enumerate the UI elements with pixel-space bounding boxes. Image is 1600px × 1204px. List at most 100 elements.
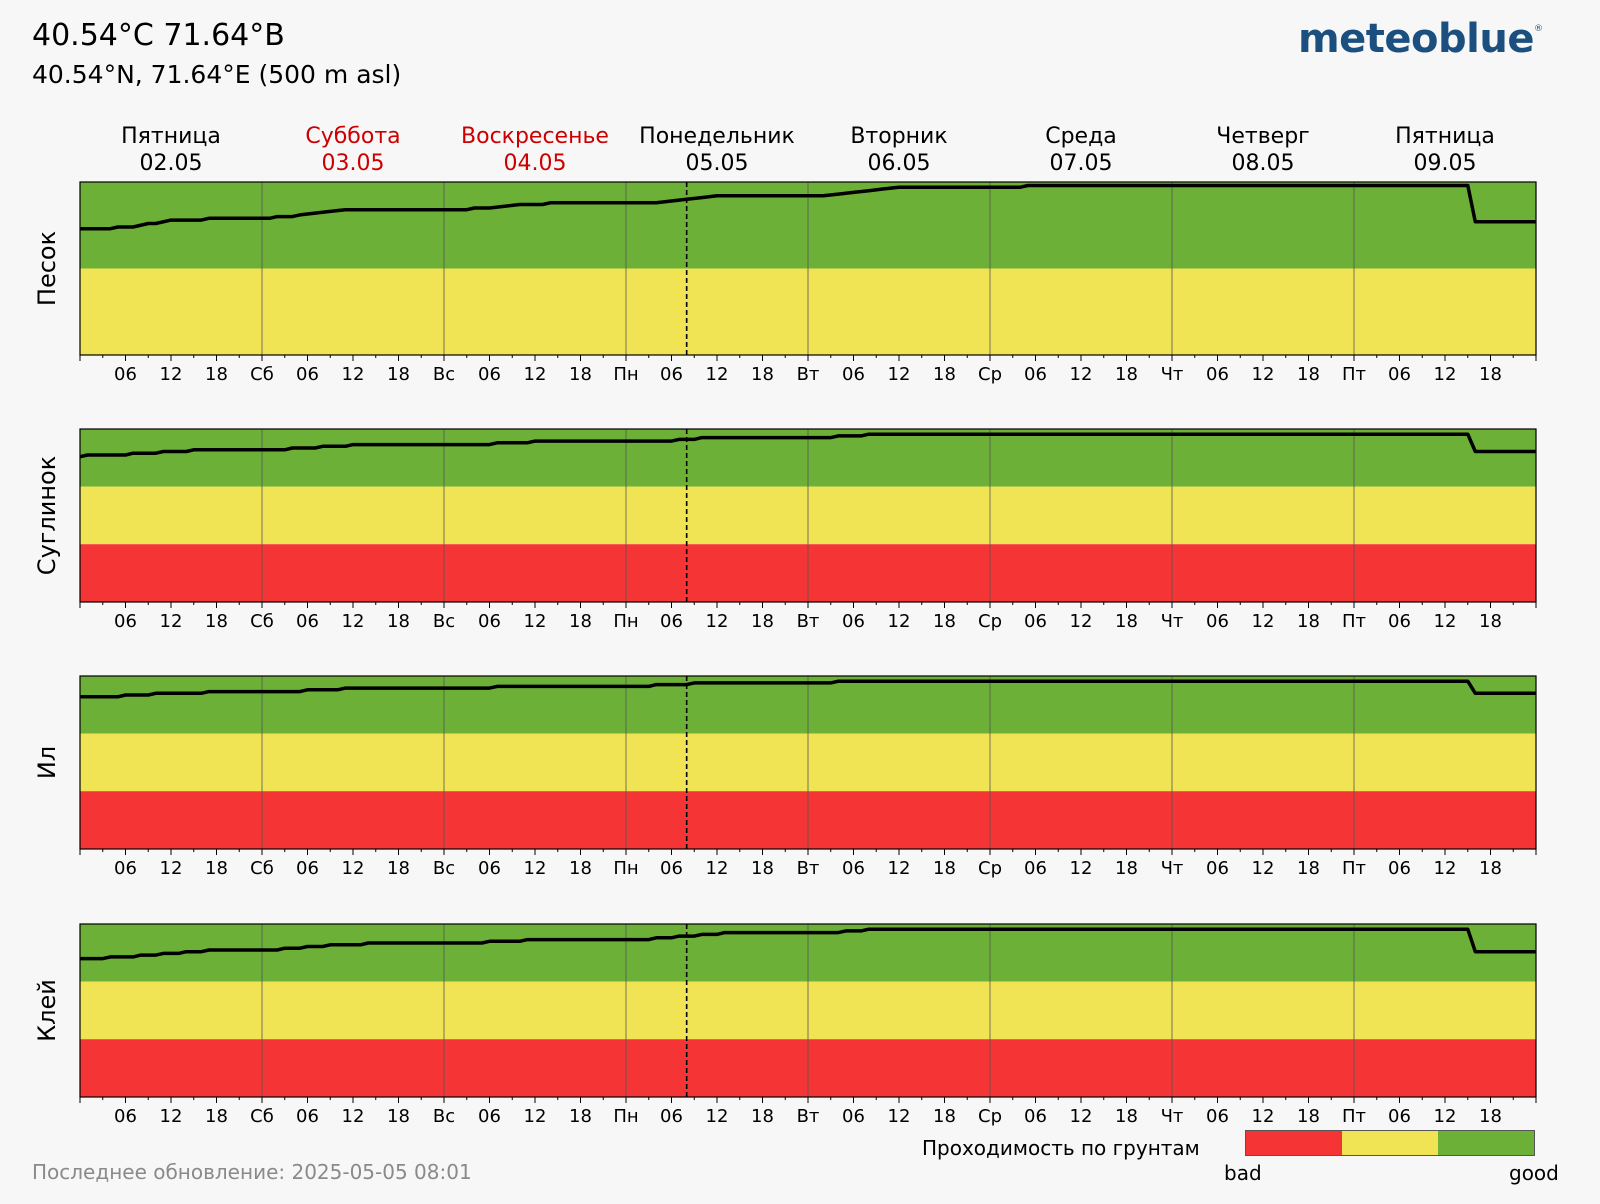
hour-tick-label: 12 — [160, 858, 183, 879]
hour-tick-label: 18 — [933, 364, 956, 385]
hour-tick-label: 12 — [1252, 364, 1275, 385]
trafficability-line — [80, 183, 1536, 231]
hour-tick-label: 18 — [387, 1106, 410, 1127]
day-date-label: 07.05 — [1050, 151, 1113, 176]
hour-tick-label: 12 — [342, 858, 365, 879]
hour-tick-label: 06 — [114, 1106, 137, 1127]
hour-tick-label: 12 — [706, 611, 729, 632]
hour-tick-label: 06 — [842, 364, 865, 385]
hour-tick-label: 18 — [205, 858, 228, 879]
hour-tick-label: 06 — [296, 611, 319, 632]
day-tick-label: Ср — [978, 1106, 1002, 1127]
hour-tick-label: 12 — [706, 364, 729, 385]
hour-tick-label: 12 — [342, 611, 365, 632]
legend-bad-label: bad — [1224, 1161, 1262, 1185]
hour-tick-label: 18 — [1479, 611, 1502, 632]
hour-tick-label: 06 — [660, 611, 683, 632]
hour-tick-label: 06 — [114, 858, 137, 879]
hour-tick-label: 12 — [1434, 364, 1457, 385]
day-tick-label: Ср — [978, 858, 1002, 879]
last-update-text: Последнее обновление: 2025-05-05 08:01 — [32, 1160, 472, 1184]
hour-tick-label: 06 — [660, 1106, 683, 1127]
day-tick-label: Ср — [978, 611, 1002, 632]
hour-tick-label: 12 — [524, 1106, 547, 1127]
hour-tick-label: 18 — [205, 611, 228, 632]
day-name-label: Пятница — [121, 124, 221, 149]
day-name-label: Вторник — [850, 124, 947, 149]
day-tick-label: Вт — [797, 364, 820, 385]
hour-tick-label: 18 — [933, 611, 956, 632]
day-name-label: Суббота — [305, 124, 400, 149]
hour-tick-label: 18 — [569, 1106, 592, 1127]
hour-tick-label: 18 — [569, 858, 592, 879]
hour-tick-label: 06 — [660, 364, 683, 385]
panel-ylabel: Ил — [33, 746, 61, 779]
day-tick-label: Сб — [250, 1106, 274, 1127]
location-subtitle: 40.54°N, 71.64°E (500 m asl) — [32, 60, 402, 89]
hour-tick-label: 18 — [1115, 858, 1138, 879]
hour-tick-label: 18 — [205, 1106, 228, 1127]
hour-tick-label: 06 — [842, 858, 865, 879]
hour-tick-label: 06 — [114, 364, 137, 385]
day-tick-label: Вс — [433, 364, 455, 385]
hour-tick-label: 18 — [751, 858, 774, 879]
hour-tick-label: 18 — [1115, 1106, 1138, 1127]
day-date-label: 09.05 — [1414, 151, 1477, 176]
hour-tick-label: 12 — [1252, 858, 1275, 879]
hour-tick-label: 12 — [1070, 858, 1093, 879]
hour-tick-label: 18 — [1479, 1106, 1502, 1127]
hour-tick-label: 12 — [888, 611, 911, 632]
hour-tick-label: 18 — [933, 858, 956, 879]
hour-tick-label: 18 — [1479, 364, 1502, 385]
hour-tick-label: 12 — [888, 1106, 911, 1127]
day-tick-label: Пт — [1342, 364, 1366, 385]
day-name-label: Четверг — [1216, 124, 1309, 149]
day-name-label: Воскресенье — [461, 124, 609, 149]
day-tick-label: Пн — [613, 364, 638, 385]
day-tick-label: Вт — [797, 611, 820, 632]
hour-tick-label: 12 — [706, 858, 729, 879]
hour-tick-label: 06 — [478, 858, 501, 879]
hour-tick-label: 12 — [160, 364, 183, 385]
day-date-label: 02.05 — [140, 151, 203, 176]
hour-tick-label: 12 — [706, 1106, 729, 1127]
hour-tick-label: 06 — [1024, 858, 1047, 879]
hour-tick-label: 06 — [842, 1106, 865, 1127]
hour-tick-label: 18 — [1479, 858, 1502, 879]
day-name-label: Пятница — [1395, 124, 1495, 149]
hour-tick-label: 18 — [387, 858, 410, 879]
day-tick-label: Вс — [433, 611, 455, 632]
hour-tick-label: 06 — [842, 611, 865, 632]
hour-tick-label: 18 — [1115, 364, 1138, 385]
hour-tick-label: 06 — [1206, 364, 1229, 385]
hour-tick-label: 12 — [1070, 364, 1093, 385]
trafficability-line — [79, 432, 1536, 459]
day-tick-label: Пн — [613, 1106, 638, 1127]
meteoblue-logo[interactable]: meteoblue® — [1298, 16, 1543, 62]
hour-tick-label: 06 — [296, 364, 319, 385]
legend-swatch-bad — [1246, 1131, 1342, 1155]
day-tick-label: Сб — [250, 611, 274, 632]
hour-tick-label: 18 — [1297, 1106, 1320, 1127]
hour-tick-label: 12 — [524, 364, 547, 385]
hour-tick-label: 18 — [569, 611, 592, 632]
hour-tick-label: 18 — [387, 364, 410, 385]
legend-title: Проходимость по грунтам — [922, 1136, 1200, 1160]
hour-tick-label: 18 — [751, 364, 774, 385]
hour-tick-label: 12 — [1434, 1106, 1457, 1127]
day-tick-label: Сб — [250, 858, 274, 879]
day-tick-label: Вт — [797, 1106, 820, 1127]
hour-tick-label: 12 — [1252, 1106, 1275, 1127]
hour-tick-label: 18 — [387, 611, 410, 632]
legend-swatch-good — [1438, 1131, 1534, 1155]
day-tick-label: Чт — [1161, 611, 1184, 632]
hour-tick-label: 12 — [888, 364, 911, 385]
legend-good-label: good — [1509, 1161, 1559, 1185]
day-tick-label: Вс — [433, 1106, 455, 1127]
hour-tick-label: 06 — [478, 1106, 501, 1127]
hour-tick-label: 06 — [1206, 858, 1229, 879]
hour-tick-label: 18 — [751, 1106, 774, 1127]
page-title: 40.54°C 71.64°B — [32, 18, 285, 53]
day-date-label: 08.05 — [1232, 151, 1295, 176]
hour-tick-label: 18 — [1297, 364, 1320, 385]
